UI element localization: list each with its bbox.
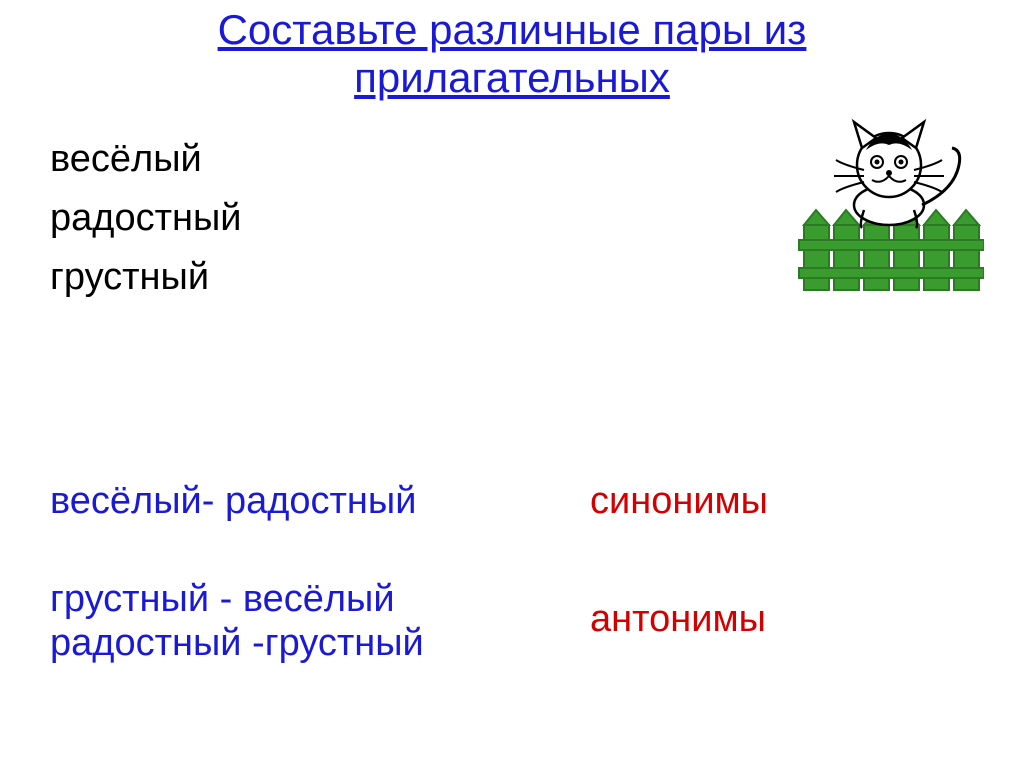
antonym-pair: радостный -грустный [50, 622, 590, 666]
answers-block: весёлый- радостный синонимы грустный - в… [50, 480, 970, 720]
word-item: грустный [50, 248, 242, 307]
word-item: радостный [50, 189, 242, 248]
word-list: весёлый радостный грустный [50, 130, 242, 307]
word-item: весёлый [50, 130, 242, 189]
synonym-pair: весёлый- радостный [50, 480, 590, 523]
title-line1: Составьте различные пары из [218, 6, 807, 53]
antonym-row: грустный - весёлый радостный -грустный а… [50, 578, 970, 665]
title-line2: прилагательных [354, 54, 670, 101]
antonym-pairs: грустный - весёлый радостный -грустный [50, 578, 590, 665]
page-title: Составьте различные пары из прилагательн… [0, 0, 1024, 103]
antonym-pair: грустный - весёлый [50, 578, 590, 622]
antonym-label: антонимы [590, 578, 970, 641]
synonym-row: весёлый- радостный синонимы [50, 480, 970, 523]
cat-on-fence-illustration [794, 110, 984, 300]
cat-icon [834, 122, 960, 228]
synonym-label: синонимы [590, 480, 970, 523]
